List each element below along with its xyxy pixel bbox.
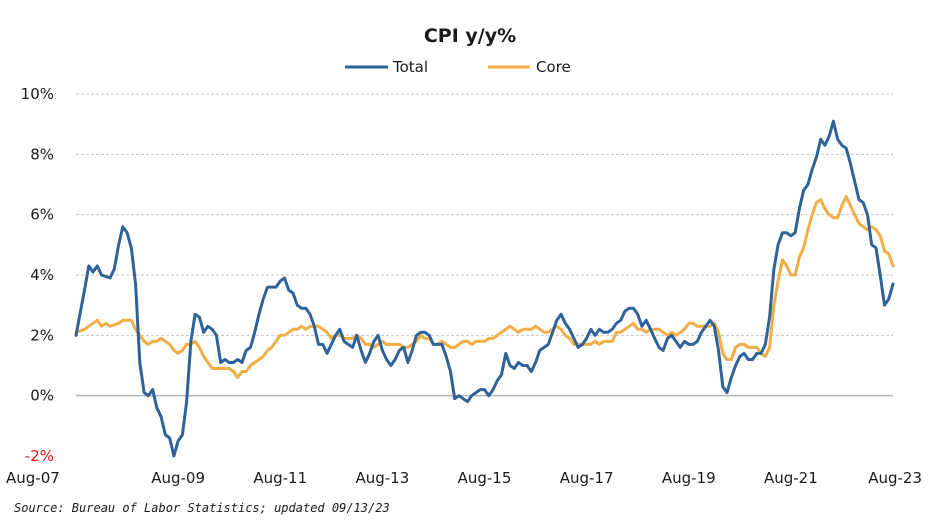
source-note: Source: Bureau of Labor Statistics; upda… — [14, 501, 390, 515]
legend: Total Core — [345, 58, 571, 76]
chart-title: CPI y/y% — [424, 25, 516, 47]
series-line-total — [74, 119, 895, 458]
legend-label-core: Core — [536, 58, 571, 76]
y-tick-label: 2% — [30, 326, 54, 344]
y-axis-ticks: -2% 0% 2% 4% 6% 8% 10% — [21, 85, 54, 465]
y-tick-label: 4% — [30, 266, 54, 284]
x-axis-ticks: Aug-07 Aug-09 Aug-11 Aug-13 Aug-15 Aug-17 Aug-… — [6, 469, 922, 487]
x-tick-label: Aug-09 — [151, 469, 205, 487]
x-tick-label: Aug-15 — [458, 469, 512, 487]
x-tick-label: Aug-17 — [560, 469, 614, 487]
x-tick-label: Aug-13 — [355, 469, 409, 487]
y-tick-label: -2% — [25, 447, 54, 465]
gridlines — [76, 93, 893, 397]
x-tick-label: Aug-21 — [764, 469, 818, 487]
series-lines — [74, 119, 895, 458]
x-tick-label: Aug-11 — [253, 469, 307, 487]
y-tick-label: 0% — [30, 387, 54, 405]
y-tick-label: 8% — [30, 145, 54, 163]
y-tick-label: 10% — [21, 85, 54, 103]
series-line-core — [74, 195, 895, 380]
y-tick-label: 6% — [30, 206, 54, 224]
x-tick-label: Aug-23 — [868, 469, 922, 487]
legend-label-total: Total — [392, 58, 428, 76]
x-tick-label: Aug-07 — [6, 469, 60, 487]
x-tick-label: Aug-19 — [662, 469, 716, 487]
